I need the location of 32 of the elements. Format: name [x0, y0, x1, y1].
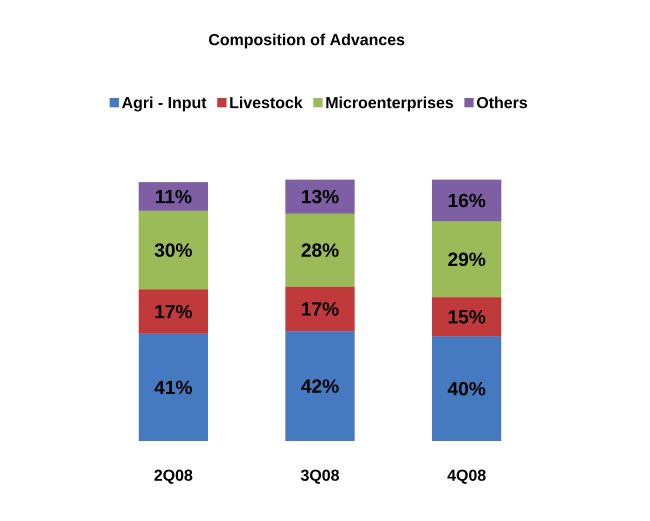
- bar: [138, 289, 208, 334]
- legend-label: Others: [476, 96, 528, 108]
- bar: [432, 336, 502, 441]
- data-label: 17%: [155, 304, 192, 318]
- bar: [285, 214, 355, 287]
- bar: [432, 297, 502, 336]
- bar: [285, 180, 355, 214]
- data-label: 17%: [302, 302, 339, 316]
- bar: [432, 221, 502, 298]
- x-tick-label: 4Q08: [447, 470, 486, 484]
- bar: [138, 334, 208, 441]
- bar: [285, 331, 355, 441]
- x-tick-label: 2Q08: [154, 470, 192, 484]
- bar: [432, 180, 502, 222]
- chart-title: Composition of Advances: [209, 34, 404, 48]
- data-label: 29%: [448, 252, 486, 266]
- data-label: 42%: [301, 379, 339, 393]
- data-label: 40%: [448, 382, 486, 396]
- data-label: 28%: [302, 243, 339, 257]
- data-label: 16%: [448, 194, 486, 208]
- data-label: 41%: [154, 380, 192, 394]
- x-tick-label: 3Q08: [300, 470, 340, 484]
- legend-label: Livestock: [230, 96, 303, 108]
- data-label: 11%: [156, 190, 192, 204]
- bar: [138, 210, 208, 290]
- bar: [138, 182, 208, 211]
- legend-label: Microenterprises: [326, 96, 454, 112]
- data-label: 30%: [154, 243, 192, 257]
- bar: [285, 286, 355, 332]
- data-label: 15%: [448, 310, 486, 324]
- data-label: 13%: [302, 190, 339, 204]
- legend-label: Agri - Input: [122, 96, 206, 112]
